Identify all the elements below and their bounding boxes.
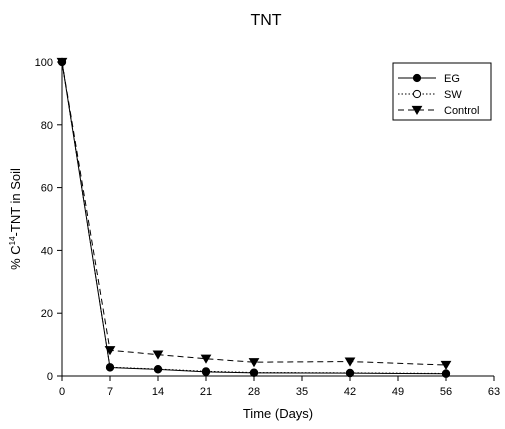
y-tick-label: 80: [41, 120, 53, 132]
legend: EG SW Control: [392, 62, 492, 121]
y-tick-label: 20: [41, 308, 53, 320]
x-tick-label: 56: [440, 386, 452, 398]
x-axis-title: Time (Days): [243, 406, 313, 421]
data-point-control: [248, 358, 260, 368]
data-point-eg: [153, 365, 163, 374]
series-line-eg: [61, 61, 447, 375]
x-tick-label: 28: [248, 386, 260, 398]
axes: [61, 62, 494, 377]
data-point-control: [200, 354, 212, 364]
y-axis-title: % C14-TNT in Soil: [8, 168, 23, 270]
data-point-eg: [201, 367, 211, 377]
data-point-control: [152, 350, 164, 360]
x-tick-label: 14: [152, 386, 164, 398]
x-tick-label: 21: [200, 386, 212, 398]
legend-label-sw: SW: [444, 89, 462, 101]
chart-title: TNT: [250, 12, 281, 29]
x-tick-label: 35: [296, 386, 308, 398]
series-layer: [56, 57, 452, 378]
series-eg: [57, 57, 451, 378]
data-point-eg: [345, 369, 355, 378]
series-control: [56, 57, 452, 371]
x-tick-label: 63: [488, 386, 500, 398]
y-axis-title-superscript: 14: [8, 236, 17, 245]
series-line-control: [61, 61, 447, 366]
y-tick-label: 60: [41, 183, 53, 195]
x-tick-label: 42: [344, 386, 356, 398]
x-tick-label: 49: [392, 386, 404, 398]
data-point-eg: [57, 57, 67, 67]
data-point-eg: [105, 363, 115, 372]
data-point-control: [344, 357, 356, 367]
y-tick-label: 0: [47, 371, 53, 383]
series-sw: [57, 57, 451, 378]
legend-label-eg: EG: [444, 73, 460, 85]
y-tick-label: 40: [41, 245, 53, 257]
y-tick-label: 100: [35, 57, 53, 69]
data-point-eg: [441, 369, 451, 378]
legend-marker-eg: [412, 73, 422, 83]
y-axis-title-prefix: % C: [8, 245, 23, 270]
ticks: 0 7 14 21 28 35 42 49 56 63 0 20 40 60 80 100: [35, 57, 500, 398]
legend-marker-sw: [412, 89, 422, 99]
legend-label-control: Control: [444, 105, 479, 117]
x-tick-label: 0: [59, 386, 65, 398]
data-point-control: [440, 360, 452, 371]
series-line-sw: [61, 61, 447, 374]
x-tick-label: 7: [107, 386, 113, 398]
y-axis-title-suffix: -TNT in Soil: [8, 168, 23, 236]
data-point-eg: [249, 368, 259, 377]
legend-marker-control: [411, 105, 423, 116]
